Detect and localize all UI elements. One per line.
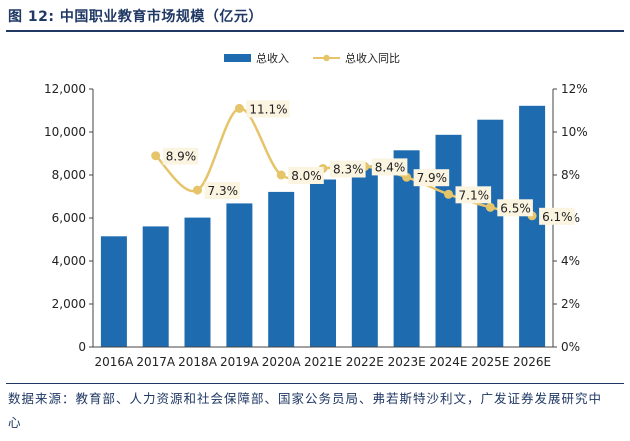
- bar-2016A: [100, 236, 127, 347]
- bar-2026E: [519, 105, 546, 347]
- growth-point-2019A: [234, 103, 244, 113]
- bar-2020A: [268, 191, 295, 347]
- y-left-tick-label: 0: [78, 340, 86, 354]
- bar-2025E: [477, 119, 504, 347]
- bar-2018A: [184, 217, 211, 347]
- growth-point-2020A: [276, 170, 286, 180]
- data-label-bg: [162, 147, 199, 165]
- y-right-tick-label: 8%: [561, 168, 580, 182]
- x-tick-label: 2023E: [388, 355, 426, 369]
- data-label-bg: [288, 167, 324, 184]
- data-label-bg: [371, 158, 408, 176]
- data-label-2024E: 7.1%: [459, 188, 490, 202]
- bar-2019A: [226, 203, 253, 347]
- bar-2017A: [142, 226, 169, 347]
- y-right-tick-label: 2%: [561, 297, 580, 311]
- source-note: 数据来源：教育部、人力资源和社会保障部、国家公务员局、弗若斯特沙利文，广发证券发…: [8, 391, 603, 430]
- data-labels: 8.9% 7.3% 11.1% 8.0% 8.3% 8.4% 7.9% 7.1% 6.5% 6.1…: [162, 100, 575, 225]
- chart: 总收入 总收入同比 0 2,000 4,000 6,000 8,000 10,000 12,…: [44, 51, 588, 369]
- y-left-tick-label: 10,000: [44, 125, 86, 139]
- y-left-tick-label: 8,000: [52, 168, 86, 182]
- y-left-tick-label: 12,000: [44, 82, 86, 96]
- bar-series: [100, 105, 546, 347]
- y-right-tick-label: 10%: [561, 125, 588, 139]
- data-label-2020A: 8.0%: [291, 169, 322, 183]
- data-label-2022E: 8.4%: [375, 160, 406, 174]
- data-label-2018A: 7.3%: [208, 184, 239, 198]
- x-tick-label: 2020A: [262, 355, 302, 369]
- x-tick-label: 2016A: [95, 355, 135, 369]
- data-label-bg: [330, 160, 366, 178]
- bar-2024E: [435, 134, 462, 347]
- data-label-2025E: 6.5%: [500, 201, 531, 215]
- growth-point-2024E: [444, 189, 453, 199]
- figure-title: 图 12: 中国职业教育市场规模（亿元）: [8, 9, 263, 25]
- legend-swatch-bar: [224, 54, 251, 62]
- data-label-bg: [455, 186, 492, 204]
- data-label-2017A: 8.9%: [166, 150, 197, 164]
- x-tick-label: 2025E: [471, 355, 509, 369]
- legend-label-line: 总收入同比: [345, 51, 400, 65]
- y-right-tick-label: 0%: [561, 340, 580, 354]
- source-divider: [6, 383, 624, 384]
- y-right-tick-label: 12%: [561, 82, 588, 96]
- legend-label-bar: 总收入: [256, 51, 289, 65]
- x-tick-label: 2022E: [346, 355, 384, 369]
- x-tick-label: 2017A: [136, 355, 176, 369]
- bar-2021E: [310, 179, 336, 347]
- data-label-2019A: 11.1%: [249, 102, 287, 116]
- x-tick-label: 2024E: [429, 355, 467, 369]
- x-tick-label: 2019A: [220, 355, 260, 369]
- data-label-bg: [413, 169, 450, 187]
- x-tick-label: 2026E: [513, 355, 551, 369]
- legend: 总收入 总收入同比: [224, 51, 400, 65]
- growth-point-2017A: [151, 151, 161, 161]
- y-left-tick-label: 6,000: [52, 211, 86, 225]
- legend-swatch-marker: [323, 54, 330, 62]
- y-left-tick-label: 2,000: [52, 297, 86, 311]
- axes: 0 2,000 4,000 6,000 8,000 10,000 12,000 0% 2% 4% 6…: [44, 82, 588, 369]
- data-label-bg: [539, 207, 575, 225]
- data-label-bg: [246, 100, 290, 118]
- title-divider: [6, 30, 624, 32]
- data-label-bg: [204, 182, 241, 200]
- y-left-tick-label: 4,000: [52, 254, 86, 268]
- x-tick-label: 2018A: [178, 355, 218, 369]
- bar-2022E: [351, 165, 378, 347]
- data-label-2026E: 6.1%: [542, 210, 573, 224]
- x-tick-label: 2021E: [304, 355, 342, 369]
- data-label-bg: [497, 199, 533, 217]
- growth-point-2018A: [193, 185, 202, 195]
- data-label-2023E: 7.9%: [417, 171, 448, 185]
- data-label-2021E: 8.3%: [333, 163, 364, 177]
- y-right-tick-label: 4%: [561, 254, 580, 268]
- growth-point-2025E: [485, 202, 495, 212]
